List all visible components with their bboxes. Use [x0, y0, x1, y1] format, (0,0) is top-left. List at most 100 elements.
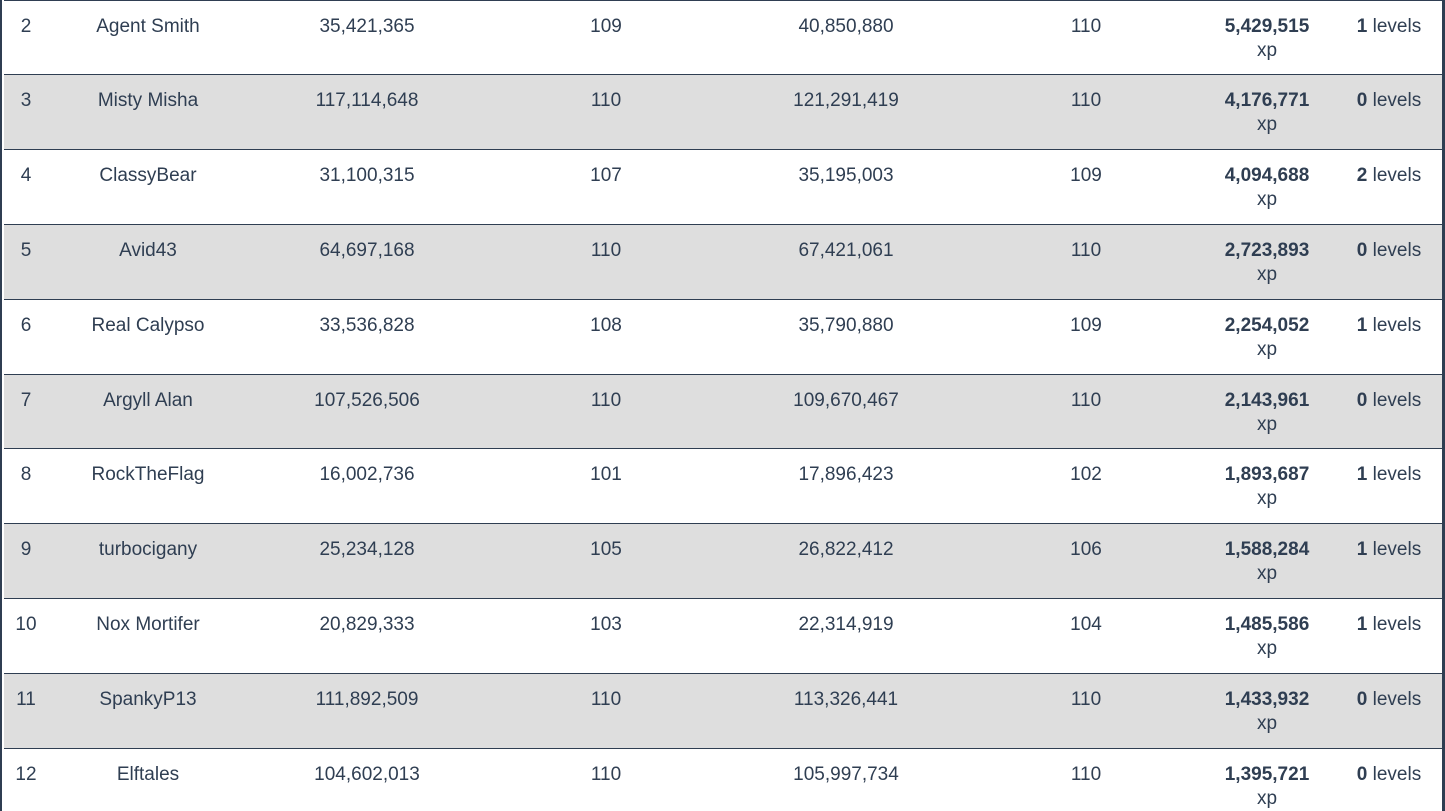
- xp-unit: xp: [1256, 713, 1278, 734]
- rank-cell: 7: [20, 390, 32, 411]
- levels-gained-cell: 1 levels: [1344, 15, 1434, 39]
- end-level-cell: 106: [1070, 539, 1102, 560]
- player-name: Argyll Alan: [103, 390, 193, 411]
- levels-gained-value: 2: [1356, 165, 1368, 186]
- levels-label: levels: [1367, 90, 1422, 111]
- end-xp-cell: 26,822,412: [798, 539, 894, 560]
- player-name: RockTheFlag: [91, 464, 205, 485]
- levels-label: levels: [1367, 539, 1422, 560]
- xp-gained-cell: 1,433,932 xp: [1202, 688, 1332, 736]
- end-level-cell: 110: [1070, 689, 1102, 710]
- end-level-cell: 110: [1070, 390, 1102, 411]
- table-row: 9 turbocigany 25,234,128 105 26,822,412 …: [4, 523, 1442, 598]
- rank-cell: 6: [20, 315, 32, 336]
- table-row: 4 ClassyBear 31,100,315 107 35,195,003 1…: [4, 149, 1442, 224]
- rank-cell: 4: [20, 165, 32, 186]
- player-name: Agent Smith: [96, 16, 200, 37]
- xp-gained-value: 4,176,771: [1224, 90, 1310, 111]
- xp-gained-cell: 4,094,688 xp: [1202, 164, 1332, 212]
- rank-cell: 12: [15, 764, 37, 785]
- xp-gained-cell: 1,395,721 xp: [1202, 763, 1332, 811]
- xp-unit: xp: [1256, 788, 1278, 809]
- end-xp-cell: 109,670,467: [793, 390, 899, 411]
- end-xp-cell: 35,790,880: [798, 315, 894, 336]
- levels-gained-value: 0: [1356, 240, 1368, 261]
- rank-cell: 8: [20, 464, 32, 485]
- levels-label: levels: [1367, 240, 1422, 261]
- start-level-cell: 103: [590, 614, 622, 635]
- levels-gained-cell: 0 levels: [1344, 688, 1434, 712]
- player-name: turbocigany: [98, 539, 198, 560]
- levels-gained-value: 1: [1356, 464, 1368, 485]
- xp-gained-value: 4,094,688: [1224, 165, 1310, 186]
- start-xp-cell: 20,829,333: [319, 614, 415, 635]
- end-xp-cell: 22,314,919: [798, 614, 894, 635]
- levels-gained-value: 0: [1356, 689, 1368, 710]
- xp-unit: xp: [1256, 414, 1278, 435]
- start-xp-cell: 25,234,128: [319, 539, 415, 560]
- xp-gained-value: 1,485,586: [1224, 614, 1310, 635]
- end-xp-cell: 17,896,423: [798, 464, 894, 485]
- start-xp-cell: 117,114,648: [315, 90, 419, 111]
- xp-gained-cell: 1,588,284 xp: [1202, 538, 1332, 586]
- start-level-cell: 110: [590, 390, 622, 411]
- end-xp-cell: 35,195,003: [798, 165, 894, 186]
- table-row: 2 Agent Smith 35,421,365 109 40,850,880 …: [4, 0, 1442, 75]
- player-name: Real Calypso: [91, 315, 205, 336]
- start-xp-cell: 16,002,736: [319, 464, 415, 485]
- start-level-cell: 109: [590, 16, 622, 37]
- start-xp-cell: 104,602,013: [314, 764, 420, 785]
- xp-unit: xp: [1256, 563, 1278, 584]
- xp-gained-value: 1,588,284: [1224, 539, 1310, 560]
- levels-gained-value: 0: [1356, 390, 1368, 411]
- xp-unit: xp: [1256, 488, 1278, 509]
- player-name: SpankyP13: [99, 689, 197, 710]
- levels-gained-cell: 2 levels: [1344, 164, 1434, 188]
- start-level-cell: 107: [590, 165, 622, 186]
- start-level-cell: 110: [590, 689, 622, 710]
- levels-gained-value: 0: [1356, 90, 1368, 111]
- end-level-cell: 109: [1070, 165, 1102, 186]
- levels-gained-cell: 0 levels: [1344, 89, 1434, 113]
- start-xp-cell: 64,697,168: [319, 240, 415, 261]
- levels-label: levels: [1367, 764, 1422, 785]
- levels-gained-cell: 1 levels: [1344, 314, 1434, 338]
- levels-gained-cell: 1 levels: [1344, 463, 1434, 487]
- table-row: 5 Avid43 64,697,168 110 67,421,061 110 2…: [4, 224, 1442, 299]
- xp-gained-value: 2,723,893: [1224, 240, 1310, 261]
- levels-label: levels: [1367, 165, 1422, 186]
- end-level-cell: 104: [1070, 614, 1102, 635]
- table-row: 6 Real Calypso 33,536,828 108 35,790,880…: [4, 299, 1442, 374]
- levels-gained-cell: 1 levels: [1344, 538, 1434, 562]
- rank-cell: 11: [16, 689, 36, 710]
- rank-cell: 10: [15, 614, 37, 635]
- xp-unit: xp: [1256, 40, 1278, 61]
- rank-cell: 2: [20, 16, 32, 37]
- table-row: 8 RockTheFlag 16,002,736 101 17,896,423 …: [4, 448, 1442, 523]
- player-name: Misty Misha: [97, 90, 199, 111]
- end-level-cell: 109: [1070, 315, 1102, 336]
- table-row: 11 SpankyP13 111,892,509 110 113,326,441…: [4, 673, 1442, 748]
- table-row: 12 Elftales 104,602,013 110 105,997,734 …: [4, 748, 1442, 811]
- table-row: 7 Argyll Alan 107,526,506 110 109,670,46…: [4, 374, 1442, 449]
- xp-gained-cell: 1,485,586 xp: [1202, 613, 1332, 661]
- end-xp-cell: 40,850,880: [798, 16, 894, 37]
- end-xp-cell: 105,997,734: [793, 764, 899, 785]
- xp-unit: xp: [1256, 339, 1278, 360]
- start-level-cell: 110: [590, 90, 622, 111]
- xp-gained-cell: 4,176,771 xp: [1202, 89, 1332, 137]
- end-level-cell: 110: [1070, 90, 1102, 111]
- start-xp-cell: 31,100,315: [319, 165, 415, 186]
- end-level-cell: 110: [1070, 240, 1102, 261]
- start-xp-cell: 107,526,506: [314, 390, 420, 411]
- levels-gained-cell: 1 levels: [1344, 613, 1434, 637]
- start-level-cell: 108: [590, 315, 622, 336]
- table-row: 10 Nox Mortifer 20,829,333 103 22,314,91…: [4, 598, 1442, 673]
- xp-gained-cell: 2,723,893 xp: [1202, 239, 1332, 287]
- start-level-cell: 110: [590, 240, 622, 261]
- end-level-cell: 110: [1070, 16, 1102, 37]
- rank-cell: 5: [20, 240, 32, 261]
- player-name: ClassyBear: [99, 165, 197, 186]
- rank-cell: 9: [20, 539, 32, 560]
